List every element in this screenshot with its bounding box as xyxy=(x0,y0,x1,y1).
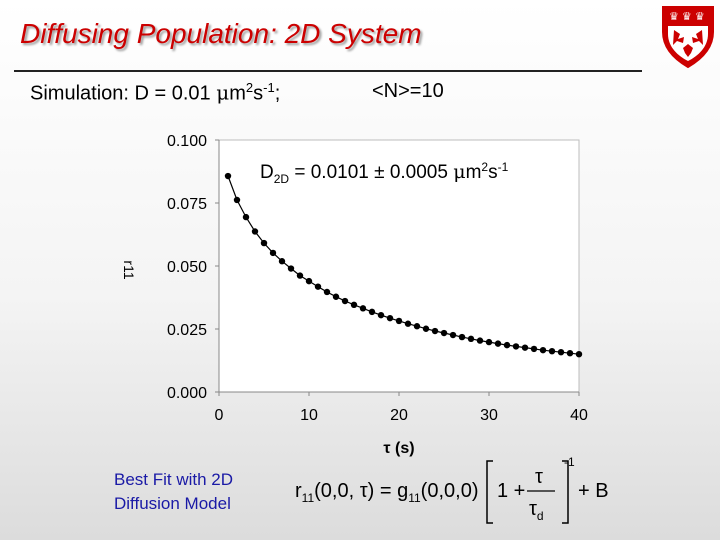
formula-r: r xyxy=(295,480,302,502)
data-point xyxy=(314,283,322,290)
data-point xyxy=(242,213,250,221)
sim-unit-exp2: 2 xyxy=(245,80,254,95)
plot-area xyxy=(218,139,580,393)
data-point xyxy=(485,338,493,346)
data-point xyxy=(449,331,457,339)
sim-unit-expm1: -1 xyxy=(263,80,275,95)
formula-exponent: -1 xyxy=(564,455,575,469)
x-tick-label: 10 xyxy=(300,407,318,424)
data-point xyxy=(467,335,475,343)
data-point xyxy=(269,249,277,257)
annotation-value: = 0.0101 ± 0.0005 xyxy=(289,162,453,183)
formula-right-bracket xyxy=(562,460,569,524)
sim-prefix: Simulation: D = 0.01 xyxy=(30,82,217,105)
fit-formula: r11(0,0, τ) = g11(0,0,0) 1 + τ τd -1 + B xyxy=(295,455,609,524)
data-point xyxy=(296,272,304,279)
fit-label-line1: Best Fit with 2D xyxy=(114,470,234,489)
formula-one-plus: 1 + xyxy=(497,480,525,502)
x-tick-label: 30 xyxy=(480,407,498,424)
data-point xyxy=(251,228,259,235)
data-point xyxy=(440,329,448,337)
sim-mu: μ xyxy=(216,80,230,105)
annotation-expm1: -1 xyxy=(498,160,509,174)
data-point xyxy=(386,314,394,322)
y-tick-label: 0.025 xyxy=(167,322,207,339)
x-tick-label: 20 xyxy=(390,407,408,424)
annotation-exp2: 2 xyxy=(481,160,488,174)
formula-g-args: (0,0,0) xyxy=(421,480,479,502)
data-point xyxy=(305,277,313,285)
data-point xyxy=(539,346,547,354)
fit-label-line2: Diffusion Model xyxy=(114,494,231,513)
y-axis-label: r11 xyxy=(121,260,137,279)
formula-lhs-args: (0,0, τ) = g xyxy=(314,480,408,502)
data-point xyxy=(233,196,241,204)
sim-semicolon: ; xyxy=(274,82,281,105)
data-point xyxy=(422,325,430,332)
data-point xyxy=(530,345,538,353)
data-point xyxy=(548,347,556,355)
data-point xyxy=(404,320,412,327)
data-point xyxy=(350,301,358,309)
x-tick-label: 40 xyxy=(570,407,588,424)
fit-model-label: Best Fit with 2D Diffusion Model xyxy=(114,468,233,516)
data-point xyxy=(287,265,295,272)
data-point xyxy=(494,340,502,347)
data-point xyxy=(557,348,565,356)
data-point xyxy=(458,333,466,341)
svg-text:τd: τd xyxy=(529,498,544,523)
mean-n-label: <N>=10 xyxy=(372,80,444,102)
data-point xyxy=(503,341,511,349)
data-point xyxy=(323,288,331,296)
simulation-parameters: Simulation: D = 0.01 μm2s-1; <N>=10 xyxy=(30,80,444,106)
x-axis-label: τ (s) xyxy=(383,440,414,457)
data-point xyxy=(260,239,268,247)
data-point xyxy=(377,311,385,319)
fit-result-annotation: D2D = 0.0101 ± 0.0005 μm2s-1 xyxy=(260,160,509,186)
x-tick-label: 0 xyxy=(215,407,224,424)
formula-r-sub: 11 xyxy=(302,491,315,505)
sim-unit-m: m xyxy=(229,82,246,105)
data-point xyxy=(395,317,403,325)
data-point xyxy=(332,293,340,300)
data-point xyxy=(413,323,421,330)
annotation-unit-m: m xyxy=(466,162,482,183)
y-tick-label: 0.050 xyxy=(167,259,207,276)
svg-text:♛ ♛ ♛: ♛ ♛ ♛ xyxy=(669,11,705,23)
formula-plus-b: + B xyxy=(578,480,609,502)
data-point xyxy=(512,343,520,350)
svg-text:r11(0,0, τ) = g11(0,0,0): r11(0,0, τ) = g11(0,0,0) xyxy=(295,480,478,505)
annotation-sub-2d: 2D xyxy=(274,172,290,186)
sim-unit-s: s xyxy=(253,82,264,105)
correlation-chart: 0.000 0.025 0.050 0.075 0.100 0 10 20 30 40 τ (s) r… xyxy=(121,133,588,457)
y-tick-label: 0.000 xyxy=(167,385,207,402)
formula-g-sub: 11 xyxy=(408,491,421,505)
formula-den-sub: d xyxy=(537,509,544,523)
y-tick-label: 0.075 xyxy=(167,196,207,213)
data-point xyxy=(566,349,574,357)
data-point xyxy=(224,172,232,180)
annotation-unit-s: s xyxy=(488,162,498,183)
data-point xyxy=(359,305,367,312)
fit-curve xyxy=(227,175,580,355)
formula-denominator: τ xyxy=(529,498,537,520)
data-point xyxy=(521,344,529,351)
slide-title: Diffusing Population: 2D System xyxy=(20,18,422,49)
formula-numerator: τ xyxy=(535,466,543,488)
data-point xyxy=(431,327,439,335)
university-shield-logo: ♛ ♛ ♛ xyxy=(662,6,714,69)
annotation-d: D xyxy=(260,162,274,183)
formula-left-bracket xyxy=(486,460,493,524)
data-point xyxy=(278,258,286,265)
data-point xyxy=(341,297,349,305)
data-point xyxy=(476,337,484,344)
data-point xyxy=(575,351,583,358)
data-point xyxy=(368,308,376,316)
annotation-mu: μ xyxy=(453,161,465,183)
y-tick-label: 0.100 xyxy=(167,133,207,150)
title-divider xyxy=(14,70,642,72)
